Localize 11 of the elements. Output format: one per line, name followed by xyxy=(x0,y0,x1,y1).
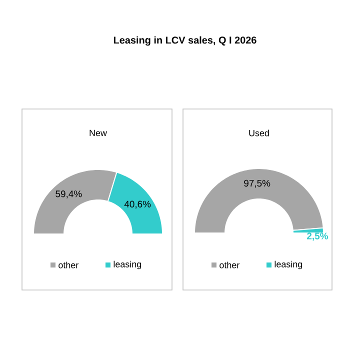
legend-label: leasing xyxy=(114,260,142,270)
chart-subtitle: New xyxy=(90,130,107,136)
legend-label: other xyxy=(220,262,240,268)
legend-label: leasing xyxy=(274,260,302,270)
chart-subtitle: Used xyxy=(249,130,269,136)
data-label: 97,5% xyxy=(244,180,270,188)
legend-label: other xyxy=(58,262,78,268)
data-label: 59,4% xyxy=(56,190,82,198)
text: Leasing in LCV sales, Q I 2026 xyxy=(114,36,256,46)
data-label: 40,6% xyxy=(124,200,151,209)
data-label: 2,5% xyxy=(307,232,328,241)
